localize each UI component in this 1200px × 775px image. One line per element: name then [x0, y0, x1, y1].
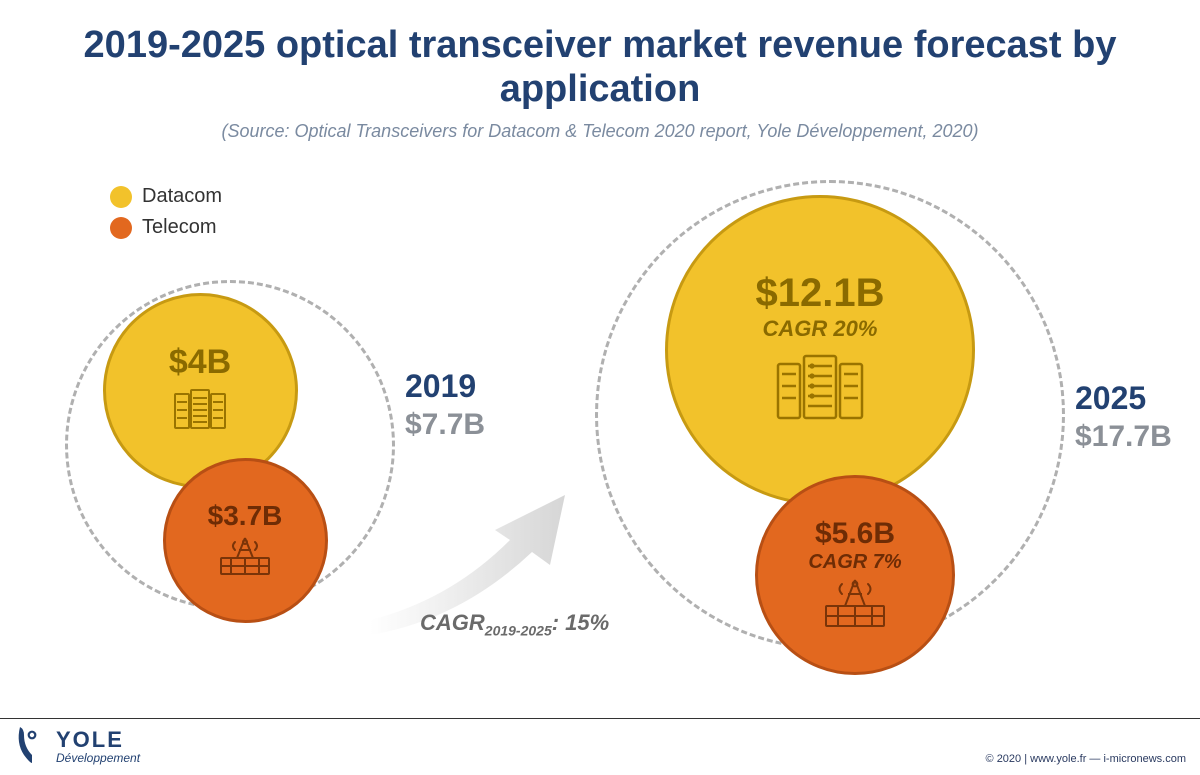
value-2025-telecom: $5.6B — [815, 517, 895, 551]
year-label-2019: 2019 — [405, 368, 476, 405]
cagr-sub: 2019-2025 — [485, 622, 552, 638]
value-2025-datacom: $12.1B — [756, 271, 885, 316]
datacenter-icon — [169, 388, 231, 437]
logo-main-text: YOLE — [56, 727, 140, 753]
logo-sub-text: Développement — [56, 751, 140, 765]
copyright-text: © 2020 | www.yole.fr — i-micronews.com — [986, 753, 1186, 765]
legend-label-telecom: Telecom — [142, 216, 216, 239]
value-2019-datacom: $4B — [169, 343, 231, 382]
legend: Datacom Telecom — [110, 185, 222, 239]
value-2019-telecom: $3.7B — [208, 500, 283, 532]
cagr-suffix: : 15% — [552, 610, 609, 635]
bubble-2025-datacom: $12.1B CAGR 20% — [665, 195, 975, 505]
total-label-2019: $7.7B — [405, 408, 485, 442]
bubble-2019-telecom: $3.7B — [163, 458, 328, 623]
cagr-2025-telecom: CAGR 7% — [808, 551, 901, 574]
legend-dot-datacom — [110, 186, 132, 208]
subtitle: (Source: Optical Transceivers for Dataco… — [0, 121, 1200, 142]
datacenter-icon — [770, 352, 870, 429]
legend-dot-telecom — [110, 217, 132, 239]
infographic-container: 2019-2025 optical transceiver market rev… — [0, 0, 1200, 775]
telecom-tower-icon — [820, 578, 890, 633]
main-title: 2019-2025 optical transceiver market rev… — [0, 0, 1200, 111]
total-label-2025: $17.7B — [1075, 420, 1172, 454]
footer: YOLE Développement © 2020 | www.yole.fr … — [0, 718, 1200, 775]
cagr-2025-datacom: CAGR 20% — [763, 316, 878, 342]
logo: YOLE Développement — [14, 725, 140, 765]
cagr-overall-label: CAGR2019-2025: 15% — [420, 610, 609, 638]
legend-item-telecom: Telecom — [110, 216, 222, 239]
telecom-tower-icon — [217, 536, 273, 581]
cagr-prefix: CAGR — [420, 610, 485, 635]
logo-mark-icon — [14, 725, 50, 765]
bubble-2025-telecom: $5.6B CAGR 7% — [755, 475, 955, 675]
legend-label-datacom: Datacom — [142, 185, 222, 208]
bubble-2019-datacom: $4B — [103, 293, 298, 488]
legend-item-datacom: Datacom — [110, 185, 222, 208]
year-label-2025: 2025 — [1075, 380, 1146, 417]
